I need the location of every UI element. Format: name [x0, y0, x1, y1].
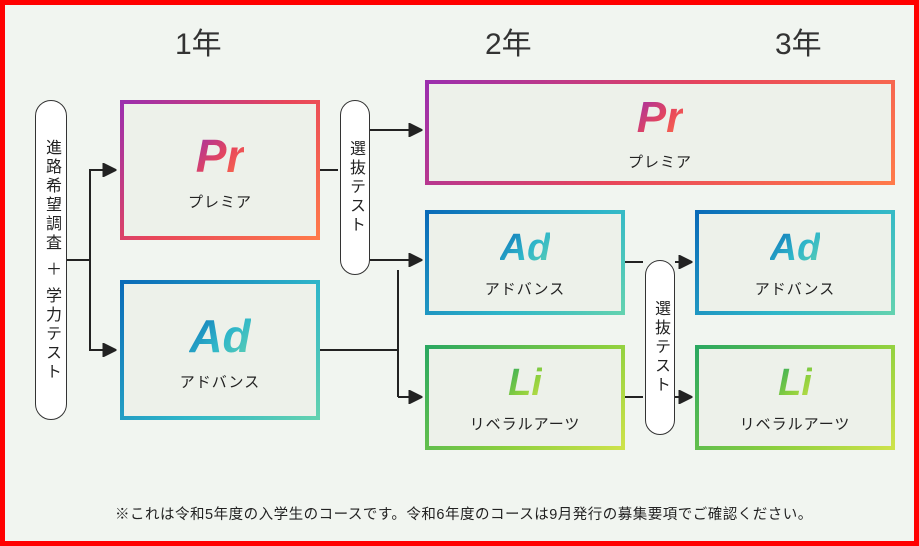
- card-y23-premier: Pr プレミア: [425, 80, 895, 185]
- selection-test-2-text: 選抜テスト: [648, 300, 672, 395]
- card-y3-liberal-label: リベラルアーツ: [740, 413, 851, 434]
- selection-test-2: 選抜テスト: [645, 260, 675, 435]
- entry-pill-text: 進路希望調査 ＋ 学力テスト: [39, 139, 63, 382]
- card-y2-advance: Ad アドバンス: [425, 210, 625, 315]
- card-y1-premier-label: プレミア: [188, 191, 252, 212]
- card-y3-advance: Ad アドバンス: [695, 210, 895, 315]
- card-y3-advance-symbol: Ad: [770, 227, 821, 270]
- card-y2-advance-label: アドバンス: [485, 278, 565, 299]
- card-y3-advance-label: アドバンス: [755, 278, 835, 299]
- selection-test-1-text: 選抜テスト: [343, 140, 367, 235]
- entry-pill: 進路希望調査 ＋ 学力テスト: [35, 100, 67, 420]
- card-y2-liberal: Li リベラルアーツ: [425, 345, 625, 450]
- card-y1-advance-label: アドバンス: [180, 371, 260, 392]
- card-y2-liberal-symbol: Li: [508, 362, 542, 405]
- card-y2-liberal-label: リベラルアーツ: [470, 413, 581, 434]
- diagram-frame: 1年 2年 3年 進路希望調査 ＋ 学力テスト 選抜テ: [0, 0, 919, 546]
- card-y1-advance-symbol: Ad: [189, 309, 250, 363]
- card-y1-premier: Pr プレミア: [120, 100, 320, 240]
- selection-test-1: 選抜テスト: [340, 100, 370, 275]
- card-y3-liberal: Li リベラルアーツ: [695, 345, 895, 450]
- card-y23-premier-symbol: Pr: [637, 93, 683, 143]
- card-y3-liberal-symbol: Li: [778, 362, 812, 405]
- footnote: ※これは令和5年度の入学生のコースです。令和6年度のコースは9月発行の募集要項で…: [115, 503, 813, 524]
- card-y1-premier-symbol: Pr: [196, 129, 245, 183]
- card-y1-advance: Ad アドバンス: [120, 280, 320, 420]
- card-y2-advance-symbol: Ad: [500, 227, 551, 270]
- card-y23-premier-label: プレミア: [628, 151, 692, 172]
